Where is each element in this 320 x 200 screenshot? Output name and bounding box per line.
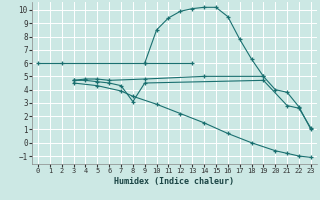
X-axis label: Humidex (Indice chaleur): Humidex (Indice chaleur) — [115, 177, 234, 186]
